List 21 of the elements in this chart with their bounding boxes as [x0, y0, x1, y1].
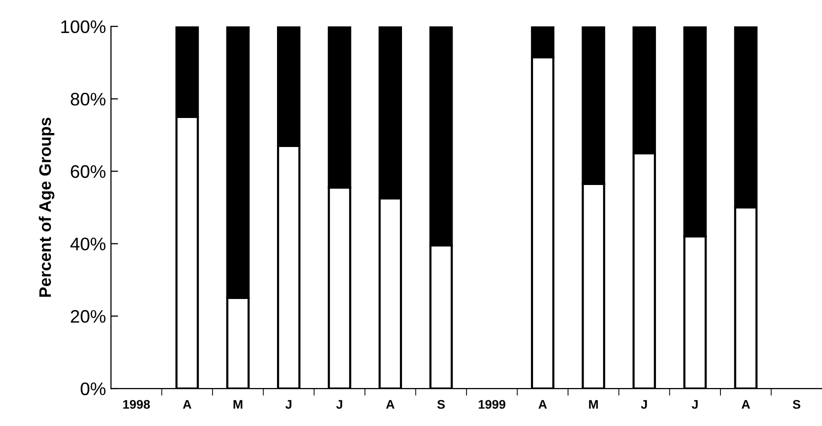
x-tick-label: J — [285, 400, 292, 409]
y-tick-label: 40% — [70, 238, 106, 250]
y-tick-label: 20% — [70, 310, 106, 323]
y-axis-title: Percent of Age Groups — [38, 118, 54, 297]
y-tick-label: 80% — [70, 92, 106, 106]
x-tick-label: J — [692, 400, 698, 409]
y-tick-label: 60% — [70, 165, 106, 178]
x-tick-label: A — [742, 400, 750, 409]
x-tick-label: A — [386, 400, 394, 409]
x-tick-label: S — [437, 400, 445, 409]
x-tick-label: 1998 — [123, 400, 150, 409]
x-tick-label: A — [538, 400, 547, 409]
x-tick-label: J — [336, 400, 342, 409]
x-tick-label: M — [234, 400, 242, 409]
x-tick-label: A — [182, 400, 192, 409]
x-tick-label: 1999 — [478, 400, 506, 409]
y-tick-label: 100% — [61, 20, 106, 34]
x-tick-label: M — [589, 400, 598, 409]
x-tick-label: J — [640, 400, 647, 409]
x-tick-label: S — [792, 400, 800, 409]
y-tick-label: 0% — [80, 382, 106, 396]
